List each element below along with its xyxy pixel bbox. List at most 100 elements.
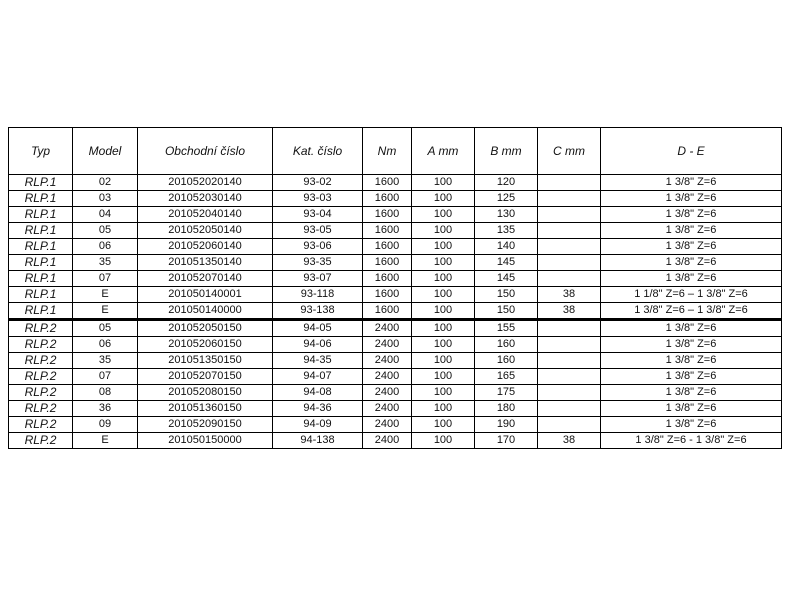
cell-obchodni-cislo: 201052050140 bbox=[137, 222, 273, 239]
cell-b-mm: 135 bbox=[474, 222, 538, 239]
cell-obchodni-cislo: 201051350150 bbox=[137, 352, 273, 369]
header-nm: Nm bbox=[362, 127, 412, 175]
cell-b-mm: 140 bbox=[474, 238, 538, 255]
cell-a-mm: 100 bbox=[411, 238, 475, 255]
table-row: RLP.2 06 201052060150 94-06 2400 100 160 1 3/8"… bbox=[8, 336, 782, 353]
cell-a-mm: 100 bbox=[411, 174, 475, 191]
cell-d-e: 1 3/8" Z=6 – 1 3/8" Z=6 bbox=[600, 302, 782, 320]
cell-c-mm bbox=[537, 416, 601, 433]
cell-d-e: 1 3/8" Z=6 bbox=[600, 270, 782, 287]
cell-obchodni-cislo: 201052020140 bbox=[137, 174, 273, 191]
cell-b-mm: 160 bbox=[474, 336, 538, 353]
product-spec-table: Typ Model Obchodní číslo Kat. číslo Nm A mm B … bbox=[8, 127, 782, 449]
cell-obchodni-cislo: 201052090150 bbox=[137, 416, 273, 433]
cell-c-mm: 38 bbox=[537, 302, 601, 320]
cell-b-mm: 150 bbox=[474, 302, 538, 320]
cell-a-mm: 100 bbox=[411, 384, 475, 401]
table-row: RLP.1 03 201052030140 93-03 1600 100 125 1 3/8"… bbox=[8, 190, 782, 207]
cell-a-mm: 100 bbox=[411, 336, 475, 353]
cell-b-mm: 190 bbox=[474, 416, 538, 433]
cell-kat-cislo: 93-118 bbox=[272, 286, 363, 303]
cell-kat-cislo: 94-05 bbox=[272, 318, 363, 337]
cell-nm: 1600 bbox=[362, 286, 412, 303]
cell-c-mm bbox=[537, 318, 601, 337]
cell-c-mm bbox=[537, 174, 601, 191]
cell-a-mm: 100 bbox=[411, 270, 475, 287]
table-row: RLP.1 04 201052040140 93-04 1600 100 130 1 3/8"… bbox=[8, 206, 782, 223]
cell-kat-cislo: 93-138 bbox=[272, 302, 363, 320]
cell-a-mm: 100 bbox=[411, 400, 475, 417]
cell-obchodni-cislo: 201050150000 bbox=[137, 432, 273, 449]
cell-kat-cislo: 93-05 bbox=[272, 222, 363, 239]
cell-c-mm bbox=[537, 190, 601, 207]
cell-typ: RLP.1 bbox=[8, 270, 73, 287]
cell-model: 07 bbox=[72, 270, 138, 287]
cell-a-mm: 100 bbox=[411, 432, 475, 449]
cell-d-e: 1 3/8" Z=6 bbox=[600, 254, 782, 271]
cell-b-mm: 160 bbox=[474, 352, 538, 369]
cell-kat-cislo: 94-08 bbox=[272, 384, 363, 401]
cell-typ: RLP.1 bbox=[8, 190, 73, 207]
cell-nm: 2400 bbox=[362, 400, 412, 417]
cell-nm: 2400 bbox=[362, 368, 412, 385]
table-row: RLP.2 35 201051350150 94-35 2400 100 160 1 3/8"… bbox=[8, 352, 782, 369]
cell-model: 04 bbox=[72, 206, 138, 223]
header-typ: Typ bbox=[8, 127, 73, 175]
cell-model: 03 bbox=[72, 190, 138, 207]
header-b-mm: B mm bbox=[474, 127, 538, 175]
cell-model: 09 bbox=[72, 416, 138, 433]
cell-obchodni-cislo: 201051350140 bbox=[137, 254, 273, 271]
cell-kat-cislo: 93-07 bbox=[272, 270, 363, 287]
cell-c-mm bbox=[537, 222, 601, 239]
cell-b-mm: 145 bbox=[474, 270, 538, 287]
cell-model: 36 bbox=[72, 400, 138, 417]
cell-obchodni-cislo: 201052080150 bbox=[137, 384, 273, 401]
cell-typ: RLP.2 bbox=[8, 432, 73, 449]
cell-d-e: 1 3/8" Z=6 bbox=[600, 352, 782, 369]
cell-model: 02 bbox=[72, 174, 138, 191]
cell-d-e: 1 3/8" Z=6 bbox=[600, 190, 782, 207]
header-d-e: D - E bbox=[600, 127, 782, 175]
cell-a-mm: 100 bbox=[411, 368, 475, 385]
cell-d-e: 1 3/8" Z=6 bbox=[600, 222, 782, 239]
cell-model: 35 bbox=[72, 254, 138, 271]
cell-typ: RLP.1 bbox=[8, 238, 73, 255]
cell-a-mm: 100 bbox=[411, 352, 475, 369]
cell-b-mm: 125 bbox=[474, 190, 538, 207]
cell-typ: RLP.2 bbox=[8, 336, 73, 353]
cell-nm: 2400 bbox=[362, 352, 412, 369]
header-obchodni-cislo: Obchodní číslo bbox=[137, 127, 273, 175]
cell-typ: RLP.2 bbox=[8, 318, 73, 337]
cell-obchodni-cislo: 201052050150 bbox=[137, 318, 273, 337]
cell-nm: 2400 bbox=[362, 336, 412, 353]
cell-typ: RLP.1 bbox=[8, 286, 73, 303]
cell-kat-cislo: 93-03 bbox=[272, 190, 363, 207]
cell-d-e: 1 1/8" Z=6 – 1 3/8" Z=6 bbox=[600, 286, 782, 303]
table-row: RLP.1 02 201052020140 93-02 1600 100 120 1 3/8"… bbox=[8, 174, 782, 191]
cell-kat-cislo: 93-02 bbox=[272, 174, 363, 191]
cell-kat-cislo: 94-07 bbox=[272, 368, 363, 385]
cell-model: 08 bbox=[72, 384, 138, 401]
cell-typ: RLP.2 bbox=[8, 400, 73, 417]
cell-kat-cislo: 93-06 bbox=[272, 238, 363, 255]
cell-model: 06 bbox=[72, 238, 138, 255]
cell-c-mm bbox=[537, 352, 601, 369]
table-row: RLP.1 07 201052070140 93-07 1600 100 145 1 3/8"… bbox=[8, 270, 782, 287]
cell-obchodni-cislo: 201052040140 bbox=[137, 206, 273, 223]
cell-c-mm bbox=[537, 254, 601, 271]
cell-d-e: 1 3/8" Z=6 bbox=[600, 336, 782, 353]
cell-nm: 2400 bbox=[362, 384, 412, 401]
cell-c-mm bbox=[537, 400, 601, 417]
cell-c-mm bbox=[537, 368, 601, 385]
cell-a-mm: 100 bbox=[411, 286, 475, 303]
cell-a-mm: 100 bbox=[411, 206, 475, 223]
cell-typ: RLP.2 bbox=[8, 384, 73, 401]
cell-kat-cislo: 94-138 bbox=[272, 432, 363, 449]
cell-typ: RLP.1 bbox=[8, 302, 73, 320]
cell-kat-cislo: 93-04 bbox=[272, 206, 363, 223]
cell-nm: 1600 bbox=[362, 270, 412, 287]
table-row: RLP.1 05 201052050140 93-05 1600 100 135 1 3/8"… bbox=[8, 222, 782, 239]
cell-kat-cislo: 94-09 bbox=[272, 416, 363, 433]
cell-typ: RLP.1 bbox=[8, 222, 73, 239]
table-row: RLP.1 06 201052060140 93-06 1600 100 140 1 3/8"… bbox=[8, 238, 782, 255]
